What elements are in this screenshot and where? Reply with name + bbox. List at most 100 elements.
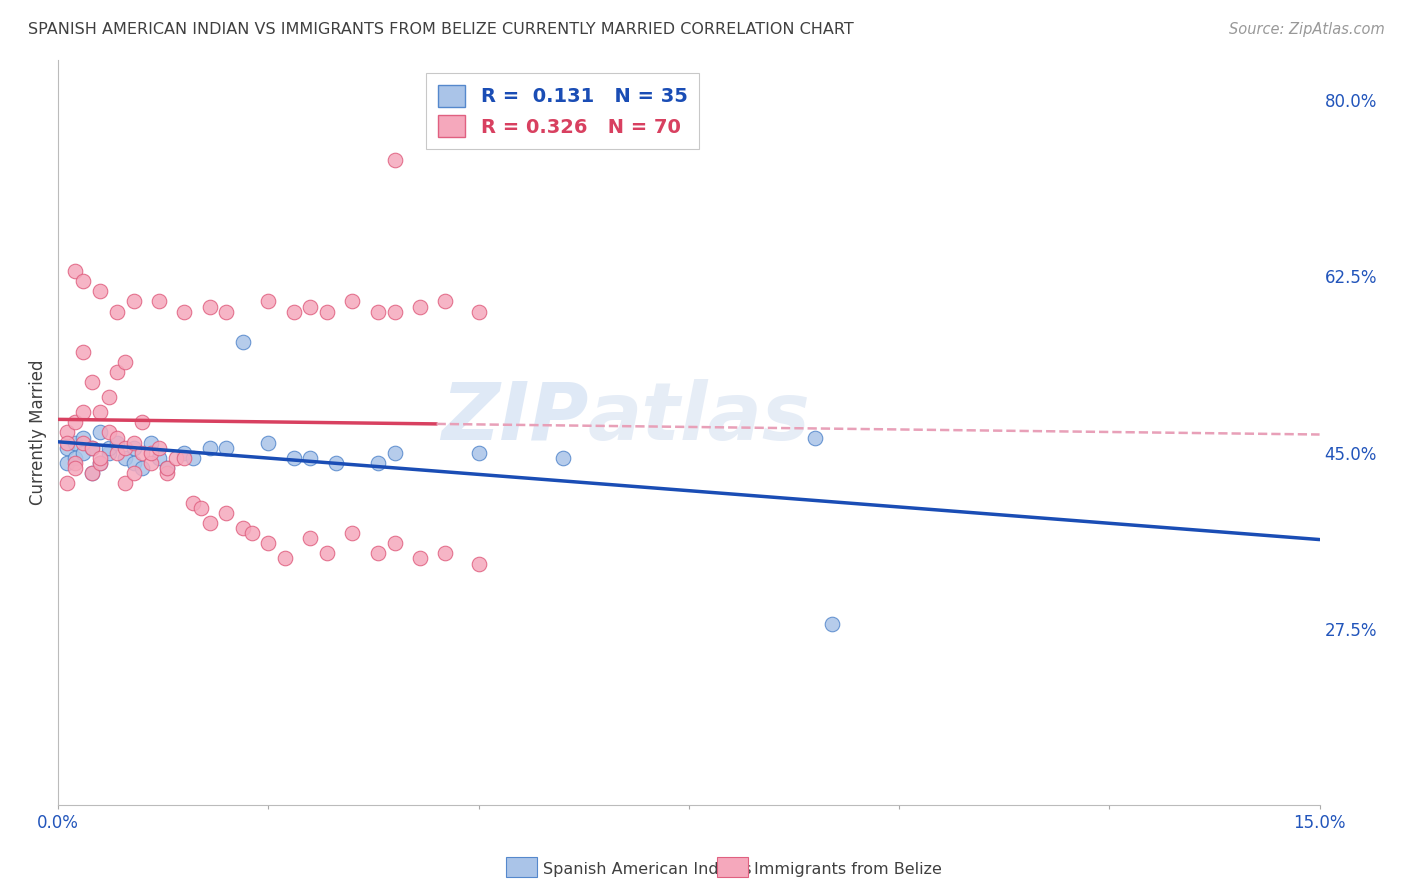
Point: [114, 475, 136, 490]
Point: [384, 536, 406, 550]
Text: ZIP: ZIP: [440, 378, 588, 457]
Point: [467, 557, 489, 571]
Point: [165, 450, 187, 465]
Point: [434, 546, 457, 560]
Legend: R =  0.131   N = 35, R = 0.326   N = 70: R = 0.131 N = 35, R = 0.326 N = 70: [426, 73, 699, 149]
Point: [114, 450, 136, 465]
Point: [804, 430, 827, 444]
Point: [342, 526, 364, 541]
Point: [409, 551, 432, 566]
Point: [283, 304, 305, 318]
Point: [89, 405, 111, 419]
Point: [97, 445, 120, 459]
Point: [384, 153, 406, 168]
Point: [131, 416, 153, 430]
Point: [105, 430, 128, 444]
Point: [139, 456, 162, 470]
Point: [240, 526, 263, 541]
Point: [173, 304, 195, 318]
Point: [467, 304, 489, 318]
Point: [367, 546, 389, 560]
Point: [215, 441, 238, 455]
Point: [190, 501, 212, 516]
Point: [72, 435, 94, 450]
Point: [89, 456, 111, 470]
Point: [63, 435, 86, 450]
Point: [274, 551, 297, 566]
Point: [156, 460, 179, 475]
Point: [156, 460, 179, 475]
Point: [342, 294, 364, 309]
Point: [114, 355, 136, 369]
Point: [105, 365, 128, 379]
Point: [316, 546, 339, 560]
Point: [148, 294, 170, 309]
Point: [173, 450, 195, 465]
Point: [89, 456, 111, 470]
Point: [89, 425, 111, 440]
Point: [181, 450, 204, 465]
Point: [257, 435, 280, 450]
Point: [299, 531, 322, 545]
Point: [215, 506, 238, 520]
Point: [299, 450, 322, 465]
Point: [114, 441, 136, 455]
Point: [63, 460, 86, 475]
Point: [72, 430, 94, 444]
Point: [97, 441, 120, 455]
Text: Spanish American Indians: Spanish American Indians: [543, 863, 751, 877]
Point: [122, 441, 145, 455]
Point: [72, 445, 94, 459]
Point: [72, 344, 94, 359]
Point: [384, 445, 406, 459]
Point: [316, 304, 339, 318]
Point: [434, 294, 457, 309]
Point: [89, 450, 111, 465]
Point: [122, 456, 145, 470]
Point: [384, 304, 406, 318]
Point: [89, 285, 111, 299]
Point: [97, 425, 120, 440]
Point: [105, 445, 128, 459]
Point: [215, 304, 238, 318]
Text: SPANISH AMERICAN INDIAN VS IMMIGRANTS FROM BELIZE CURRENTLY MARRIED CORRELATION : SPANISH AMERICAN INDIAN VS IMMIGRANTS FR…: [28, 22, 853, 37]
Point: [367, 304, 389, 318]
Point: [198, 441, 221, 455]
Point: [139, 445, 162, 459]
Point: [55, 441, 77, 455]
Text: Source: ZipAtlas.com: Source: ZipAtlas.com: [1229, 22, 1385, 37]
Point: [63, 450, 86, 465]
Point: [257, 294, 280, 309]
Point: [181, 496, 204, 510]
Text: atlas: atlas: [588, 378, 811, 457]
Point: [198, 300, 221, 314]
Point: [821, 617, 844, 632]
Point: [63, 456, 86, 470]
Point: [80, 441, 103, 455]
Point: [105, 304, 128, 318]
Point: [80, 375, 103, 389]
Point: [148, 441, 170, 455]
Point: [299, 300, 322, 314]
Point: [551, 450, 574, 465]
Point: [198, 516, 221, 531]
Point: [55, 456, 77, 470]
Point: [63, 416, 86, 430]
Point: [283, 450, 305, 465]
Point: [55, 475, 77, 490]
Point: [232, 521, 254, 535]
Point: [325, 456, 347, 470]
Point: [105, 435, 128, 450]
Point: [55, 435, 77, 450]
Point: [80, 466, 103, 480]
Point: [156, 466, 179, 480]
Point: [467, 445, 489, 459]
Point: [80, 441, 103, 455]
Point: [257, 536, 280, 550]
Point: [97, 390, 120, 404]
Point: [139, 435, 162, 450]
Point: [122, 466, 145, 480]
Point: [173, 445, 195, 459]
Point: [148, 450, 170, 465]
Point: [63, 264, 86, 278]
